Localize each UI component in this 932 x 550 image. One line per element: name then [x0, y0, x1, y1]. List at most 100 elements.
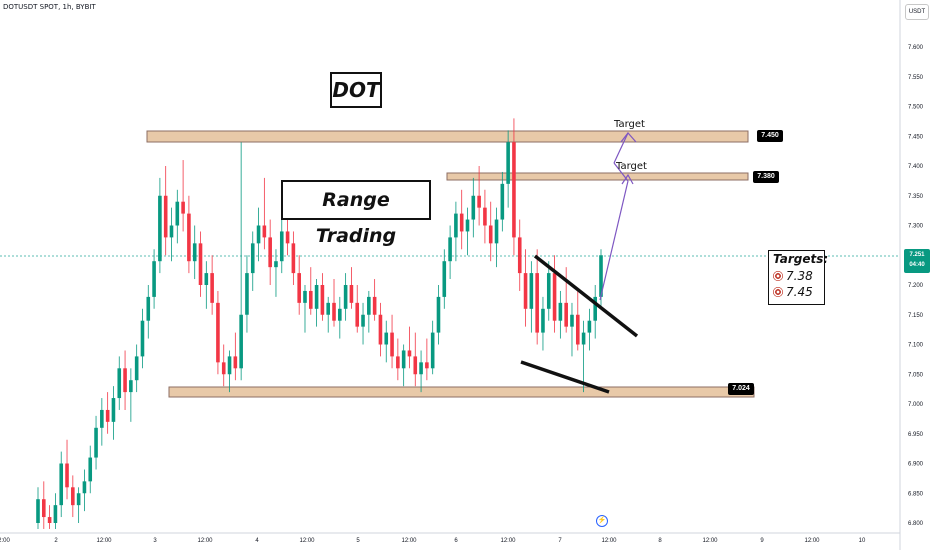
candle-body — [570, 314, 574, 327]
x-tick-label: 2 — [54, 538, 58, 544]
candle-body — [483, 207, 487, 226]
range-trading-text: Range Trading — [315, 189, 397, 247]
target-value-1: 7.38 — [786, 269, 813, 283]
candle-body — [413, 356, 418, 375]
resistance-zone — [146, 130, 749, 143]
y-tick-label: 7.150 — [908, 313, 924, 319]
candle-body — [367, 296, 371, 315]
y-tick-label: 7.200 — [908, 283, 924, 289]
lightning-icon[interactable]: ⚡ — [596, 515, 608, 527]
candle-body — [454, 213, 458, 238]
target-zone — [446, 172, 749, 181]
target-value-2: 7.45 — [786, 285, 813, 299]
candle-body — [53, 505, 58, 523]
candle-body — [274, 261, 278, 268]
x-tick-label: 5 — [356, 538, 360, 544]
candle-body — [332, 302, 336, 321]
x-tick-label: 12:00 — [702, 538, 718, 544]
time-axis: 2:00 2 12:00 3 12:00 4 12:00 5 12:00 6 12:00 7 12:00… — [0, 538, 866, 544]
candle-body — [338, 308, 342, 321]
candle-body — [59, 463, 64, 506]
candle-body — [291, 243, 296, 274]
candle-body — [158, 195, 162, 262]
candle-body — [152, 261, 156, 297]
candle-body — [529, 273, 534, 309]
candle-body — [117, 368, 122, 399]
candle-body — [523, 273, 528, 309]
candle-body — [593, 296, 597, 321]
candle-body — [71, 487, 75, 506]
candle-body — [407, 350, 412, 357]
dot-note-text: DOT — [332, 78, 380, 102]
candle-body — [198, 243, 203, 285]
candle-body — [372, 296, 377, 315]
x-tick-label: 10 — [859, 538, 866, 544]
x-tick-label: 3 — [153, 538, 157, 544]
candle-body — [314, 285, 319, 309]
candle-body — [535, 273, 539, 333]
candle-body — [378, 314, 383, 345]
candle-body — [129, 380, 133, 393]
candle-body — [488, 225, 493, 244]
candle-body — [303, 290, 307, 303]
candle-body — [268, 237, 272, 268]
candle-body — [459, 213, 464, 232]
candle-body — [187, 213, 191, 262]
candle-body — [349, 285, 354, 303]
candle-body — [233, 356, 238, 369]
candle-body — [100, 409, 104, 428]
target-label-2: Target — [616, 161, 647, 172]
x-tick-label: 12:00 — [197, 538, 213, 544]
y-tick-label: 7.400 — [908, 164, 924, 170]
candle-body — [546, 273, 551, 309]
x-tick-label: 2:00 — [0, 538, 10, 544]
current-price-tag: 7.251 04:40 — [904, 249, 930, 273]
candle-body — [169, 225, 174, 238]
price-axis: 7.6007.5507.5007.4507.4007.3507.3007.250… — [908, 45, 924, 527]
y-tick-label: 7.550 — [908, 75, 924, 81]
candle-body — [239, 314, 243, 369]
target-row-2: 7.45 — [773, 285, 813, 299]
candle-body — [123, 368, 127, 393]
y-tick-label: 7.300 — [908, 224, 924, 230]
y-tick-label: 6.950 — [908, 432, 924, 438]
x-tick-label: 9 — [760, 538, 764, 544]
candle-body — [396, 356, 400, 369]
candle-body — [279, 231, 284, 262]
candle-body — [425, 362, 429, 369]
dot-note: DOT — [330, 72, 382, 108]
candle-body — [384, 332, 389, 345]
x-tick-label: 12:00 — [500, 538, 516, 544]
candle-body — [256, 225, 261, 244]
candle-body — [163, 195, 168, 238]
candle-body — [390, 332, 394, 357]
candle-body — [245, 273, 249, 315]
targets-title: Targets: — [773, 252, 829, 266]
candle-body — [541, 308, 545, 333]
y-tick-label: 6.850 — [908, 491, 924, 497]
y-tick-label: 7.000 — [908, 402, 924, 408]
candle-body — [210, 273, 214, 303]
x-tick-label: 12:00 — [601, 538, 617, 544]
x-tick-label: 12:00 — [96, 538, 112, 544]
candle-body — [42, 499, 46, 518]
candle-body — [111, 398, 116, 422]
x-tick-label: 8 — [658, 538, 662, 544]
candle-body — [448, 237, 452, 262]
bullseye-icon — [773, 271, 783, 281]
candle-body — [297, 273, 301, 303]
candle-body — [175, 201, 180, 226]
bullseye-icon — [773, 287, 783, 297]
candle-body — [575, 314, 580, 345]
y-tick-label: 6.900 — [908, 462, 924, 468]
candle-body — [442, 261, 447, 297]
targets-box: Targets: 7.38 7.45 — [768, 250, 829, 305]
candle-body — [512, 142, 516, 238]
candle-body — [76, 493, 81, 506]
candle-body — [94, 427, 98, 458]
wedge-upper-line — [533, 254, 639, 338]
candle-body — [308, 290, 313, 309]
currency-button[interactable]: USDT — [905, 4, 929, 20]
candle-body — [552, 273, 557, 321]
